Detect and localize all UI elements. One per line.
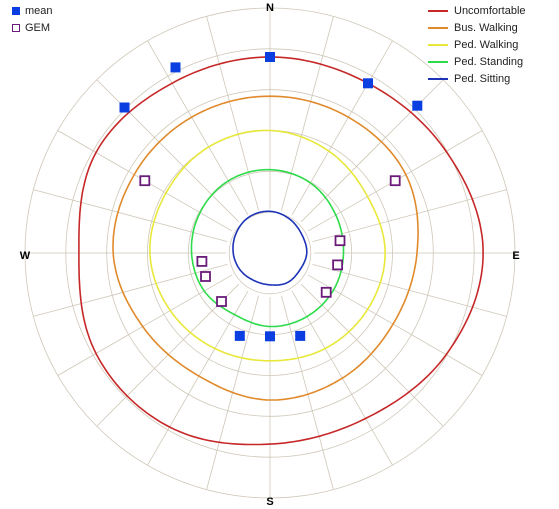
open-square-icon — [12, 23, 20, 32]
gem-point — [216, 296, 227, 307]
mean-point — [265, 331, 275, 342]
legend-contours: Uncomfortable Bus. Walking Ped. Walking … — [428, 2, 526, 87]
mean-point — [295, 330, 306, 341]
contour-lines — [78, 56, 484, 446]
contour-ped-walking — [149, 129, 386, 362]
grid-spoke — [57, 274, 233, 376]
line-swatch-icon — [428, 9, 448, 12]
legend-label: Ped. Standing — [454, 55, 524, 68]
gem-point — [139, 175, 151, 187]
mean-point — [363, 78, 373, 89]
contour-ped-standing — [190, 168, 345, 328]
filled-square-icon — [12, 6, 20, 15]
legend-item-ped-standing: Ped. Standing — [428, 53, 526, 70]
line-swatch-icon — [428, 60, 448, 63]
contour-uncomfortable — [78, 56, 484, 446]
gem-point — [200, 271, 211, 282]
gem-point — [320, 286, 332, 298]
gem-point — [334, 235, 346, 247]
grid-spoke — [291, 40, 393, 216]
grid-spoke — [281, 295, 334, 490]
grid-spoke — [96, 79, 240, 223]
grid-spoke — [300, 283, 444, 427]
legend-item-ped-walking: Ped. Walking — [428, 36, 526, 53]
mean-point — [234, 330, 245, 341]
direction-label-west: W — [20, 250, 31, 262]
grid-ring — [228, 211, 312, 295]
grid-spoke — [281, 16, 334, 211]
line-swatch-icon — [428, 26, 448, 29]
legend-markers: mean GEM — [12, 2, 53, 36]
legend-label: Bus. Walking — [454, 21, 518, 34]
contour-bus-walking — [112, 95, 419, 401]
mean-point — [265, 52, 275, 62]
legend-label: mean — [25, 4, 53, 17]
legend-label: Ped. Sitting — [454, 72, 511, 85]
line-swatch-icon — [428, 43, 448, 46]
legend-label: Uncomfortable — [454, 4, 526, 17]
gem-point — [196, 255, 208, 267]
legend-item-mean: mean — [12, 2, 53, 19]
mean-point — [170, 62, 181, 73]
gem-point — [332, 259, 344, 271]
mean-point — [412, 100, 423, 111]
mean-point — [119, 102, 130, 113]
direction-label-east: E — [512, 250, 519, 262]
grid-spoke — [147, 290, 249, 466]
legend-item-bus-walking: Bus. Walking — [428, 19, 526, 36]
legend-label: Ped. Walking — [454, 38, 519, 51]
contour-ped-sitting — [232, 210, 308, 286]
direction-label-south: S — [266, 496, 273, 508]
grid-spoke — [33, 189, 228, 242]
grid-spoke — [312, 189, 507, 242]
line-swatch-icon — [428, 77, 448, 80]
grid-spoke — [307, 274, 483, 376]
grid-spoke — [147, 40, 249, 216]
legend-label: GEM — [25, 21, 51, 34]
gem-point — [389, 175, 401, 187]
data-points — [119, 52, 423, 342]
grid-spoke — [96, 283, 240, 427]
legend-item-uncomfortable: Uncomfortable — [428, 2, 526, 19]
direction-label-north: N — [266, 2, 274, 14]
grid-spoke — [206, 16, 259, 211]
legend-item-ped-sitting: Ped. Sitting — [428, 70, 526, 87]
legend-item-gem: GEM — [12, 19, 53, 36]
